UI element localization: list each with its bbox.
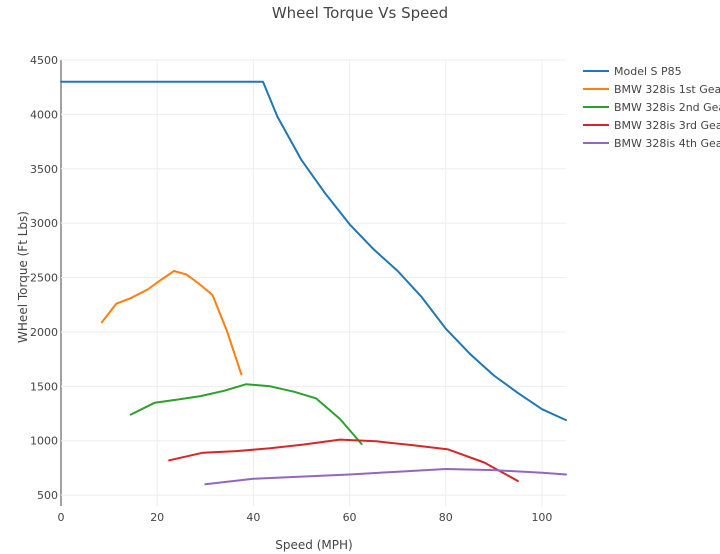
y-tick-label: 2000 xyxy=(30,326,58,339)
y-tick-label: 1500 xyxy=(30,380,58,393)
series-line-4 xyxy=(168,438,519,482)
y-tick-label: 3500 xyxy=(30,163,58,176)
legend-item[interactable]: BMW 328is 3rd Gear xyxy=(583,119,720,132)
grid xyxy=(60,59,566,506)
legend-item[interactable]: BMW 328is 1st Gear xyxy=(583,83,720,96)
x-axis-title: Speed (MPH) xyxy=(275,538,352,552)
legend-label: BMW 328is 3rd Gear xyxy=(614,119,720,132)
x-tick-label: 40 xyxy=(246,511,260,524)
y-tick-label: 2500 xyxy=(30,272,58,285)
legend-item[interactable]: BMW 328is 4th Gear xyxy=(583,137,720,150)
legend-item[interactable]: Model S P85 xyxy=(583,65,682,78)
x-tick-label: 80 xyxy=(439,511,453,524)
x-tick-label: 0 xyxy=(58,511,65,524)
y-axis-title: WHeel Torque (Ft Lbs) xyxy=(16,211,30,343)
y-axis-ticks: 500 1000 1500 2000 2500 3000 3500 4000 4500 xyxy=(30,54,58,502)
legend-label: Model S P85 xyxy=(614,65,682,78)
x-tick-label: 20 xyxy=(150,511,164,524)
series-line-2 xyxy=(100,270,243,376)
legend-label: BMW 328is 1st Gear xyxy=(614,83,720,96)
x-tick-label: 60 xyxy=(343,511,357,524)
y-tick-label: 4500 xyxy=(30,54,58,67)
legend-item[interactable]: BMW 328is 2nd Gear xyxy=(583,101,720,114)
x-axis-ticks: 0 20 40 60 80 100 xyxy=(58,511,553,524)
series-line-3 xyxy=(129,383,363,445)
y-tick-label: 4000 xyxy=(30,108,58,121)
chart-title: Wheel Torque Vs Speed xyxy=(272,4,448,22)
legend: Model S P85 BMW 328is 1st Gear BMW 328is 2… xyxy=(583,65,720,150)
plot-area xyxy=(60,80,567,486)
legend-label: BMW 328is 2nd Gear xyxy=(614,101,720,114)
series-line-1 xyxy=(60,80,567,422)
legend-label: BMW 328is 4th Gear xyxy=(614,137,720,150)
series-line-5 xyxy=(204,468,567,486)
y-tick-label: 500 xyxy=(37,489,58,502)
y-tick-label: 3000 xyxy=(30,217,58,230)
x-tick-label: 100 xyxy=(531,511,552,524)
y-tick-label: 1000 xyxy=(30,435,58,448)
